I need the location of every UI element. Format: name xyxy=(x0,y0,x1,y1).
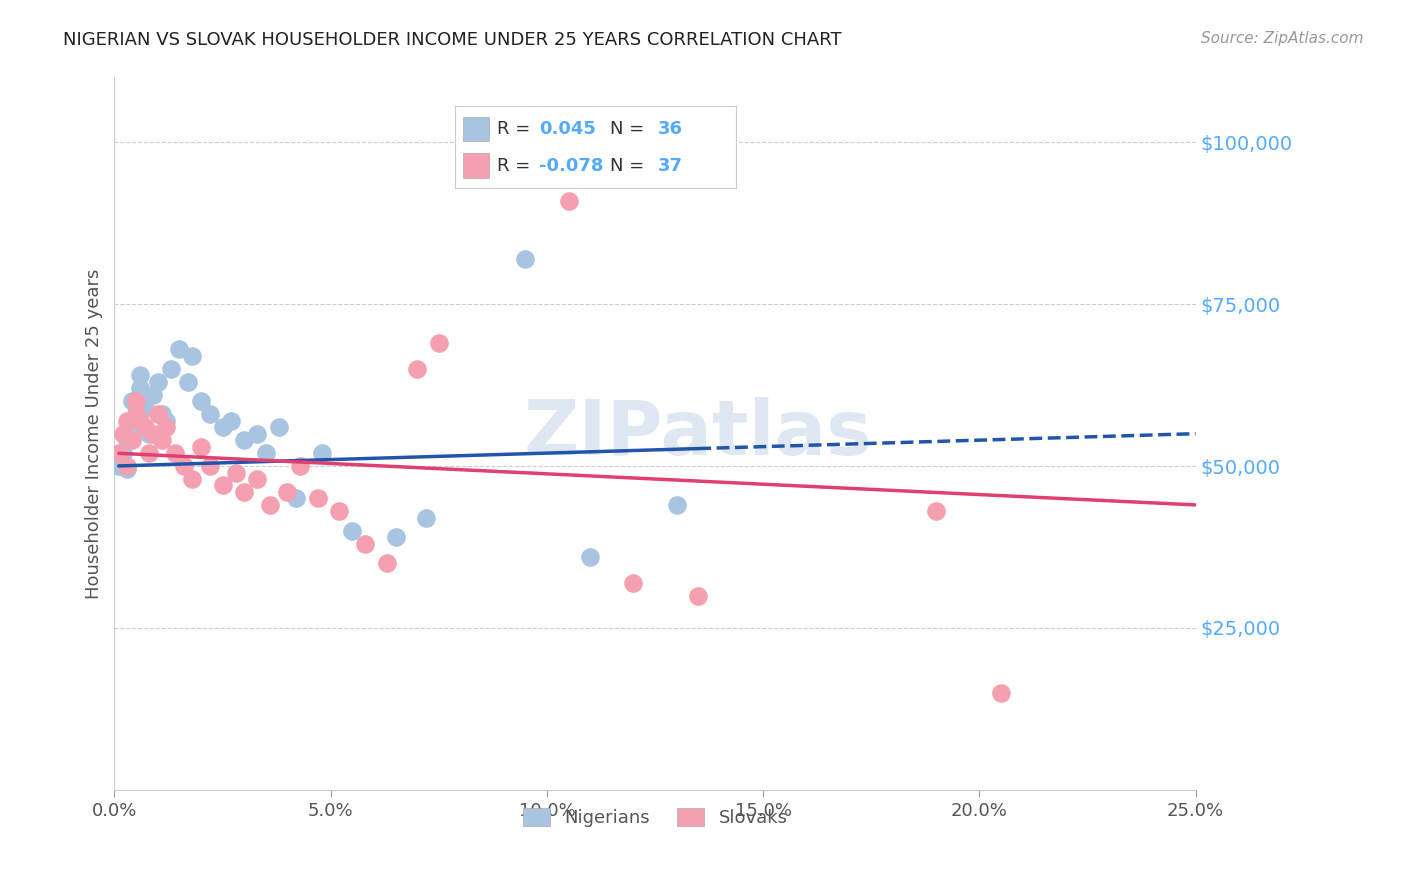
Point xyxy=(177,375,200,389)
Point xyxy=(117,458,139,473)
Point xyxy=(515,252,537,266)
Point xyxy=(121,433,143,447)
Point xyxy=(259,498,281,512)
Point xyxy=(190,394,212,409)
Point xyxy=(134,401,156,415)
Point xyxy=(557,194,579,208)
Point xyxy=(129,414,152,428)
Point xyxy=(198,407,221,421)
Point xyxy=(246,426,269,441)
Point xyxy=(138,446,160,460)
Point xyxy=(276,485,298,500)
Point xyxy=(267,420,290,434)
Text: NIGERIAN VS SLOVAK HOUSEHOLDER INCOME UNDER 25 YEARS CORRELATION CHART: NIGERIAN VS SLOVAK HOUSEHOLDER INCOME UN… xyxy=(63,31,842,49)
Point xyxy=(354,537,377,551)
Point xyxy=(112,446,135,460)
Point xyxy=(198,458,221,473)
Point xyxy=(406,362,429,376)
Point xyxy=(129,381,152,395)
Point xyxy=(290,458,312,473)
Point xyxy=(254,446,277,460)
Point xyxy=(163,446,186,460)
Text: ZIPatlas: ZIPatlas xyxy=(524,397,873,471)
Point xyxy=(125,407,148,421)
Point xyxy=(173,458,195,473)
Point xyxy=(990,686,1012,700)
Point xyxy=(415,511,437,525)
Point xyxy=(211,420,233,434)
Point xyxy=(246,472,269,486)
Point xyxy=(342,524,364,538)
Point xyxy=(138,426,160,441)
Point xyxy=(190,440,212,454)
Point xyxy=(129,368,152,383)
Point xyxy=(146,375,169,389)
Point xyxy=(311,446,333,460)
Point xyxy=(169,343,191,357)
Point xyxy=(384,530,406,544)
Point xyxy=(155,414,177,428)
Point xyxy=(665,498,688,512)
Point xyxy=(233,433,256,447)
Point xyxy=(159,362,181,376)
Point xyxy=(233,485,256,500)
Point xyxy=(117,462,139,476)
Point xyxy=(155,420,177,434)
Point xyxy=(328,504,350,518)
Point xyxy=(142,388,165,402)
Point xyxy=(181,472,204,486)
Point xyxy=(107,458,129,473)
Point xyxy=(125,407,148,421)
Text: Source: ZipAtlas.com: Source: ZipAtlas.com xyxy=(1201,31,1364,46)
Point xyxy=(146,407,169,421)
Point xyxy=(121,414,143,428)
Point xyxy=(285,491,308,506)
Point xyxy=(117,433,139,447)
Point xyxy=(307,491,329,506)
Legend: Nigerians, Slovaks: Nigerians, Slovaks xyxy=(516,800,794,834)
Point xyxy=(121,394,143,409)
Point xyxy=(579,549,602,564)
Point xyxy=(150,433,173,447)
Y-axis label: Householder Income Under 25 years: Householder Income Under 25 years xyxy=(86,268,103,599)
Point xyxy=(688,589,710,603)
Point xyxy=(427,336,450,351)
Point xyxy=(224,466,246,480)
Point xyxy=(181,349,204,363)
Point xyxy=(125,394,148,409)
Point xyxy=(107,446,129,460)
Point xyxy=(219,414,242,428)
Point xyxy=(117,414,139,428)
Point xyxy=(925,504,948,518)
Point xyxy=(134,420,156,434)
Point xyxy=(211,478,233,492)
Point xyxy=(621,575,644,590)
Point xyxy=(375,556,398,570)
Point xyxy=(125,420,148,434)
Point xyxy=(150,407,173,421)
Point xyxy=(142,426,165,441)
Point xyxy=(112,426,135,441)
